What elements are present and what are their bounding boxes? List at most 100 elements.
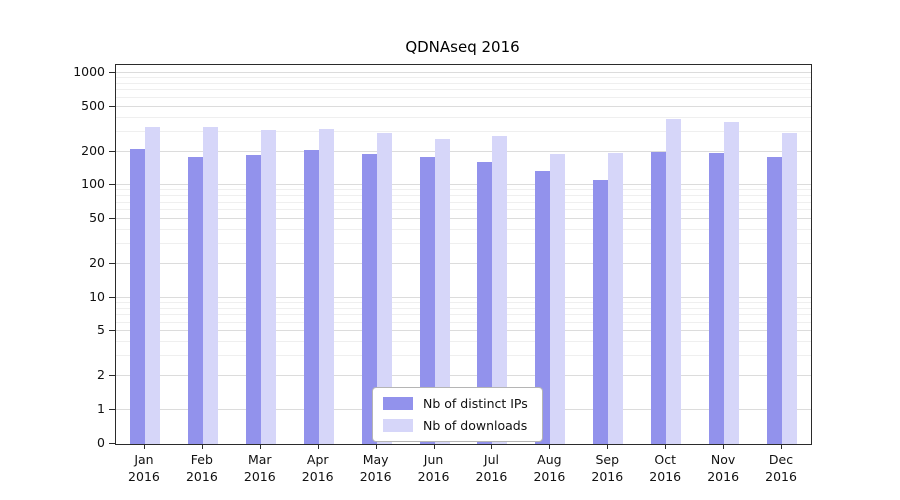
y-tick-label: 2 <box>97 367 105 383</box>
x-tick-mark <box>723 444 725 449</box>
bar-distinct-ips <box>709 152 725 444</box>
y-tick-mark <box>109 375 115 377</box>
x-tick-label: Mar 2016 <box>243 452 276 484</box>
bar-downloads <box>608 152 624 444</box>
y-tick-mark <box>109 105 115 107</box>
x-tick-label: Apr 2016 <box>301 452 334 484</box>
y-tick-label: 1000 <box>73 64 105 79</box>
bar-distinct-ips <box>767 156 783 444</box>
x-tick-mark <box>491 444 493 449</box>
bar-distinct-ips <box>129 149 145 444</box>
y-tick-label: 5 <box>97 322 105 338</box>
bar-downloads <box>550 154 566 444</box>
y-tick-label: 100 <box>81 176 105 192</box>
x-tick-mark <box>317 444 319 449</box>
minor-gridline <box>116 116 811 118</box>
bar-distinct-ips <box>303 150 319 444</box>
minor-gridline <box>116 195 811 197</box>
x-tick-mark <box>607 444 609 449</box>
legend-label: Nb of distinct IPs <box>423 396 528 411</box>
major-gridline <box>116 72 811 73</box>
minor-gridline <box>116 355 811 357</box>
bar-downloads <box>492 135 508 444</box>
bar-distinct-ips <box>535 170 551 444</box>
x-tick-mark <box>433 444 435 449</box>
major-gridline <box>116 150 811 152</box>
bar-distinct-ips <box>593 179 609 444</box>
minor-gridline <box>116 189 811 191</box>
bar-downloads <box>666 118 682 444</box>
minor-gridline <box>116 89 811 91</box>
bar-distinct-ips <box>419 156 435 444</box>
bar-downloads <box>260 130 276 444</box>
x-tick-mark <box>259 444 261 449</box>
major-gridline <box>116 296 811 298</box>
minor-gridline <box>116 201 811 203</box>
minor-gridline <box>116 96 811 98</box>
x-tick-label: Jun 2016 <box>417 452 450 484</box>
x-tick-mark <box>665 444 667 449</box>
bar-distinct-ips <box>187 156 203 444</box>
plot-area <box>115 64 812 445</box>
y-tick-label: 50 <box>89 210 105 226</box>
legend-row: Nb of downloads <box>383 418 528 433</box>
x-tick-label: Aug 2016 <box>533 452 566 484</box>
minor-gridline <box>116 314 811 316</box>
major-gridline <box>116 262 811 264</box>
legend-label: Nb of downloads <box>423 418 528 433</box>
major-gridline <box>116 105 811 107</box>
x-tick-mark <box>375 444 377 449</box>
y-tick-mark <box>109 72 115 73</box>
bar-downloads <box>144 127 160 444</box>
y-tick-label: 20 <box>89 254 105 270</box>
x-tick-label: Jul 2016 <box>475 452 508 484</box>
y-tick-label: 200 <box>81 142 105 158</box>
bar-distinct-ips <box>361 154 377 444</box>
major-gridline <box>116 184 811 186</box>
bar-distinct-ips <box>651 151 667 444</box>
bar-distinct-ips <box>477 162 493 444</box>
x-tick-mark <box>143 444 145 449</box>
y-tick-mark <box>109 262 115 264</box>
y-tick-mark <box>109 409 115 410</box>
minor-gridline <box>116 82 811 84</box>
minor-gridline <box>116 77 811 79</box>
legend: Nb of distinct IPs Nb of downloads <box>372 387 543 442</box>
minor-gridline <box>116 341 811 343</box>
major-gridline <box>116 218 811 220</box>
bar-downloads <box>202 127 218 444</box>
y-tick-mark <box>109 443 115 444</box>
x-tick-label: Feb 2016 <box>185 452 218 484</box>
bar-downloads <box>782 133 798 444</box>
y-tick-label: 0 <box>97 435 105 450</box>
x-tick-label: Nov 2016 <box>707 452 740 484</box>
minor-gridline <box>116 130 811 132</box>
minor-gridline <box>116 321 811 323</box>
y-tick-label: 1 <box>97 401 105 416</box>
minor-gridline <box>116 301 811 303</box>
x-tick-mark <box>549 444 551 449</box>
y-tick-mark <box>109 330 115 332</box>
y-tick-mark <box>109 296 115 298</box>
x-tick-label: Oct 2016 <box>649 452 682 484</box>
x-tick-mark <box>201 444 203 449</box>
bar-downloads <box>376 133 392 444</box>
x-tick-mark <box>781 444 783 449</box>
y-tick-label: 10 <box>89 288 105 304</box>
major-gridline <box>116 375 811 377</box>
y-tick-mark <box>109 150 115 152</box>
bar-distinct-ips <box>245 155 261 444</box>
minor-gridline <box>116 209 811 211</box>
x-tick-label: Sep 2016 <box>591 452 624 484</box>
y-tick-mark <box>109 218 115 220</box>
minor-gridline <box>116 229 811 231</box>
x-tick-label: Jan 2016 <box>128 452 160 484</box>
chart-title: QDNAseq 2016 <box>405 38 520 56</box>
minor-gridline <box>116 243 811 245</box>
y-tick-mark <box>109 184 115 186</box>
legend-row: Nb of distinct IPs <box>383 396 528 411</box>
legend-swatch <box>383 397 413 410</box>
minor-gridline <box>116 307 811 309</box>
y-tick-label: 500 <box>81 97 105 113</box>
